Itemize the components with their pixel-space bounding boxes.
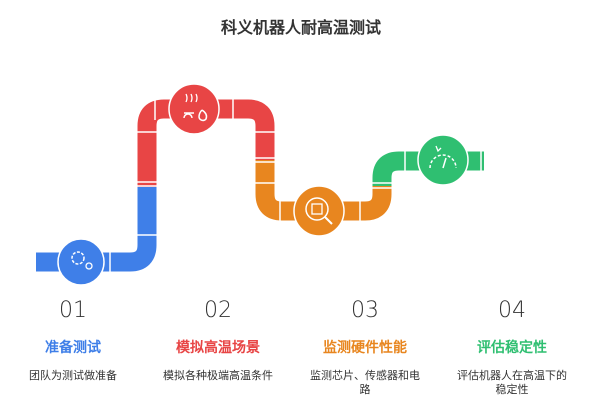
step-number: 01	[59, 298, 87, 323]
step-3: 03 监测硬件性能 监测芯片、传感器和电路	[300, 298, 430, 397]
step-number: 03	[351, 298, 379, 323]
step-2: 02 模拟高温场景 模拟各种极端高温条件	[153, 298, 283, 383]
step-1: 01 准备测试 团队为测试做准备	[8, 298, 138, 383]
step-description: 监测芯片、传感器和电路	[310, 369, 420, 396]
step-4: 04 评估稳定性 评估机器人在高温下的稳定性	[447, 298, 577, 397]
step-icon-4	[417, 134, 469, 186]
pipeline-diagram	[36, 83, 484, 286]
step-number: 02	[204, 298, 232, 323]
step-description: 评估机器人在高温下的稳定性	[457, 369, 567, 396]
step-icon-1	[57, 238, 105, 286]
step-icon-2	[168, 83, 220, 135]
step-heading: 准备测试	[45, 340, 101, 356]
step-description: 团队为测试做准备	[29, 369, 117, 382]
step-heading: 监测硬件性能	[323, 340, 407, 356]
step-number: 04	[498, 298, 526, 323]
step-icon-3	[293, 185, 345, 237]
step-heading: 模拟高温场景	[176, 340, 260, 356]
page-title: 科义机器人耐高温测试	[220, 18, 381, 37]
pipe-blue	[36, 186, 157, 272]
step-heading: 评估稳定性	[477, 340, 547, 356]
step-description: 模拟各种极端高温条件	[163, 369, 273, 382]
pipe-green	[372, 151, 484, 186]
